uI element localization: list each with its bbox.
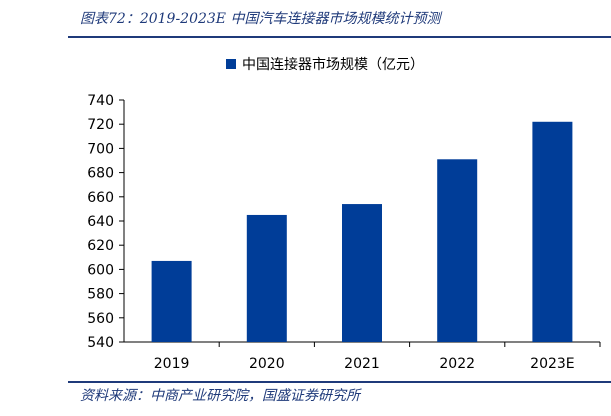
y-tick-label: 540 — [87, 335, 114, 351]
y-tick-label: 680 — [87, 166, 114, 182]
y-tick-label: 600 — [87, 262, 114, 278]
y-tick-label: 620 — [87, 238, 114, 254]
y-tick-label: 700 — [87, 141, 114, 157]
source-note: 资料来源：中商产业研究院，国盛证券研究所 — [80, 388, 360, 404]
y-tick-label: 580 — [87, 287, 114, 303]
legend-swatch — [226, 59, 236, 69]
legend-label: 中国连接器市场规模（亿元） — [242, 57, 424, 73]
bar-2022 — [437, 159, 478, 342]
y-tick-label: 640 — [87, 214, 114, 230]
x-tick-label: 2022 — [439, 356, 475, 372]
x-tick-label: 2023E — [530, 356, 574, 372]
bar-2023E — [532, 121, 573, 342]
bar-2020 — [246, 214, 287, 342]
x-tick-label: 2021 — [344, 356, 380, 372]
x-tick-label: 2020 — [249, 356, 285, 372]
source-divider — [68, 381, 611, 383]
bar-2021 — [342, 204, 382, 342]
x-tick-label: 2019 — [154, 356, 190, 372]
bar-2019 — [151, 260, 192, 342]
legend: 中国连接器市场规模（亿元） — [226, 54, 424, 74]
y-tick-label: 720 — [87, 117, 114, 133]
y-tick-label: 560 — [87, 311, 114, 327]
title-divider — [68, 36, 611, 38]
y-tick-label: 740 — [87, 93, 114, 109]
y-tick-label: 660 — [87, 190, 114, 206]
figure-title: 图表72：2019-2023E 中国汽车连接器市场规模统计预测 — [80, 11, 441, 27]
